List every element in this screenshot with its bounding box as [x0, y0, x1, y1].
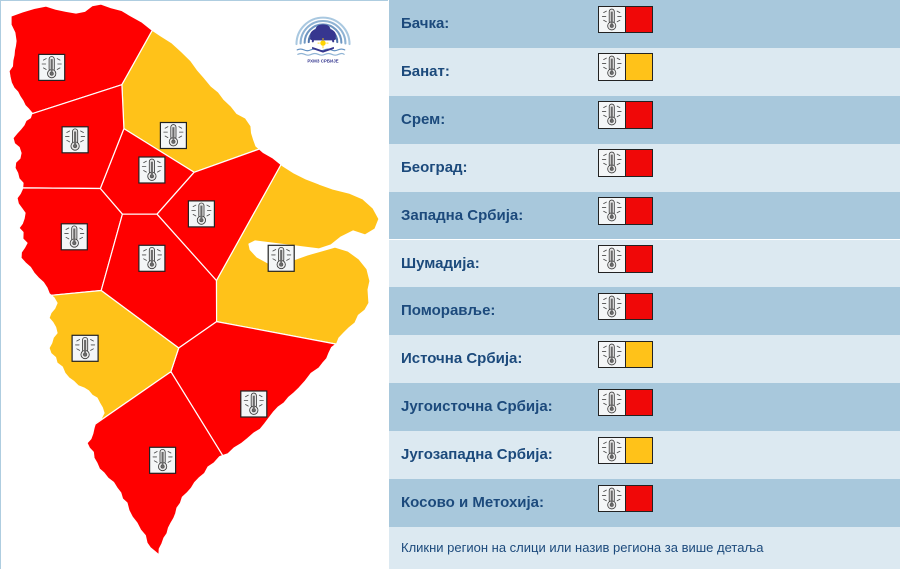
svg-text:РХМЗ СРБИЈЕ: РХМЗ СРБИЈЕ [307, 58, 338, 63]
